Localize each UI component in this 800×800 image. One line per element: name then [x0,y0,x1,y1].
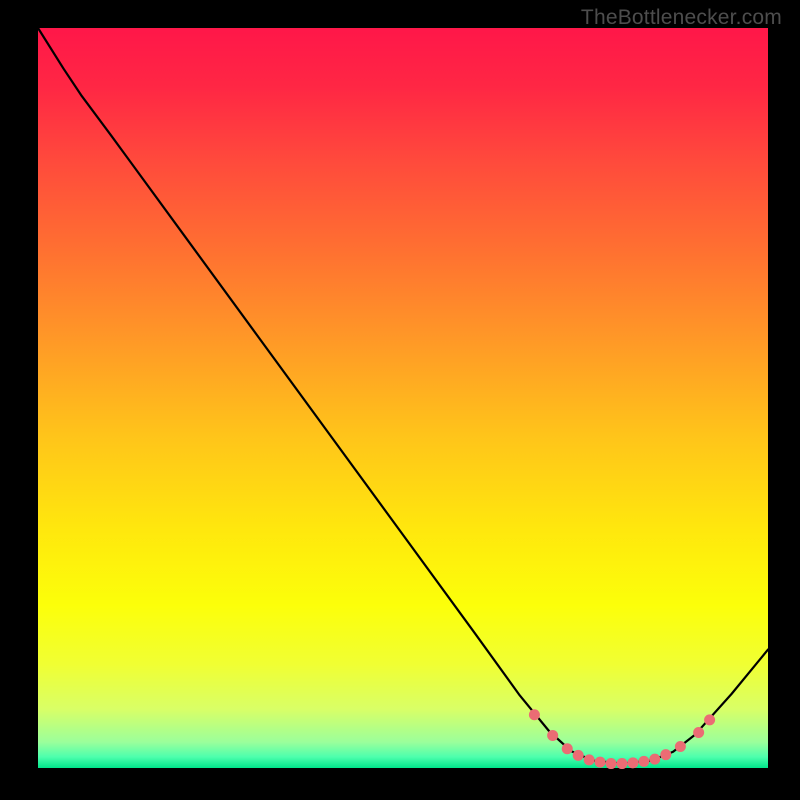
chart-container: TheBottlenecker.com [0,0,800,800]
chart-background-gradient [38,28,768,768]
watermark-label: TheBottlenecker.com [581,6,782,30]
